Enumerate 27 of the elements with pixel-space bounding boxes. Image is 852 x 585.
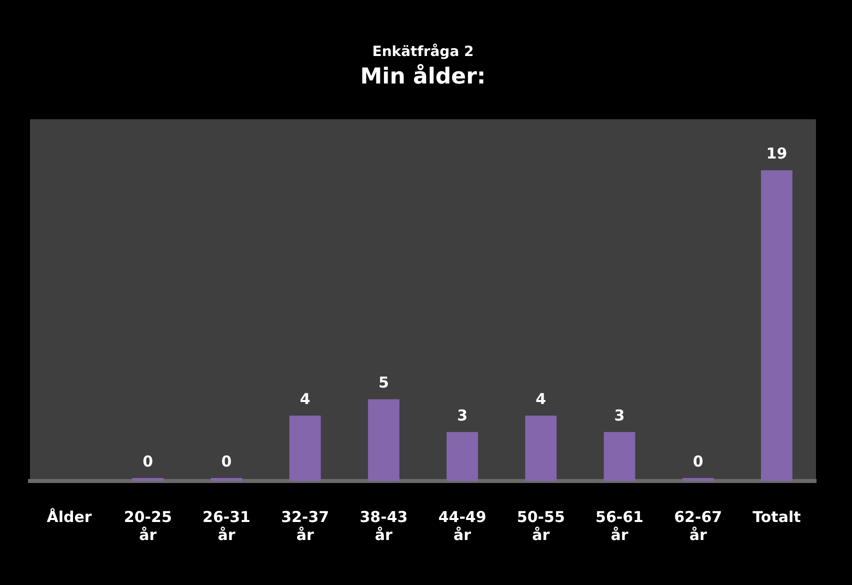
data-label: 5: [378, 374, 389, 392]
data-label: 4: [300, 390, 310, 408]
chart-subtitle: Enkätfråga 2: [372, 43, 474, 60]
bar: [604, 432, 636, 481]
data-label: 3: [457, 406, 468, 424]
x-tick-label: 62-67 år: [674, 508, 722, 544]
data-label: 19: [766, 144, 788, 163]
x-tick-label: Ålder: [46, 508, 92, 526]
chart-title: Min ålder:: [360, 64, 486, 90]
data-label: 0: [221, 452, 232, 470]
x-tick-label: 32-37 år: [281, 508, 330, 544]
x-tick-label: 26-31 år: [202, 508, 250, 544]
data-label: 4: [536, 390, 546, 408]
x-tick-label: 44-49 år: [438, 508, 486, 544]
x-tick-label: 56-61 år: [596, 508, 644, 544]
x-tick-label: 50-55 år: [516, 508, 565, 544]
data-label: 3: [614, 406, 625, 424]
x-tick-label: 38-43 år: [360, 508, 408, 544]
bar: [446, 432, 478, 481]
data-label: 0: [692, 452, 704, 470]
bar: [289, 416, 321, 481]
x-tick-label: Totalt: [752, 508, 801, 526]
data-label: 0: [142, 452, 154, 470]
x-tick-label: 20-25 år: [124, 508, 172, 544]
bar: [525, 416, 557, 481]
bar: [760, 170, 792, 481]
bar: [368, 399, 400, 481]
